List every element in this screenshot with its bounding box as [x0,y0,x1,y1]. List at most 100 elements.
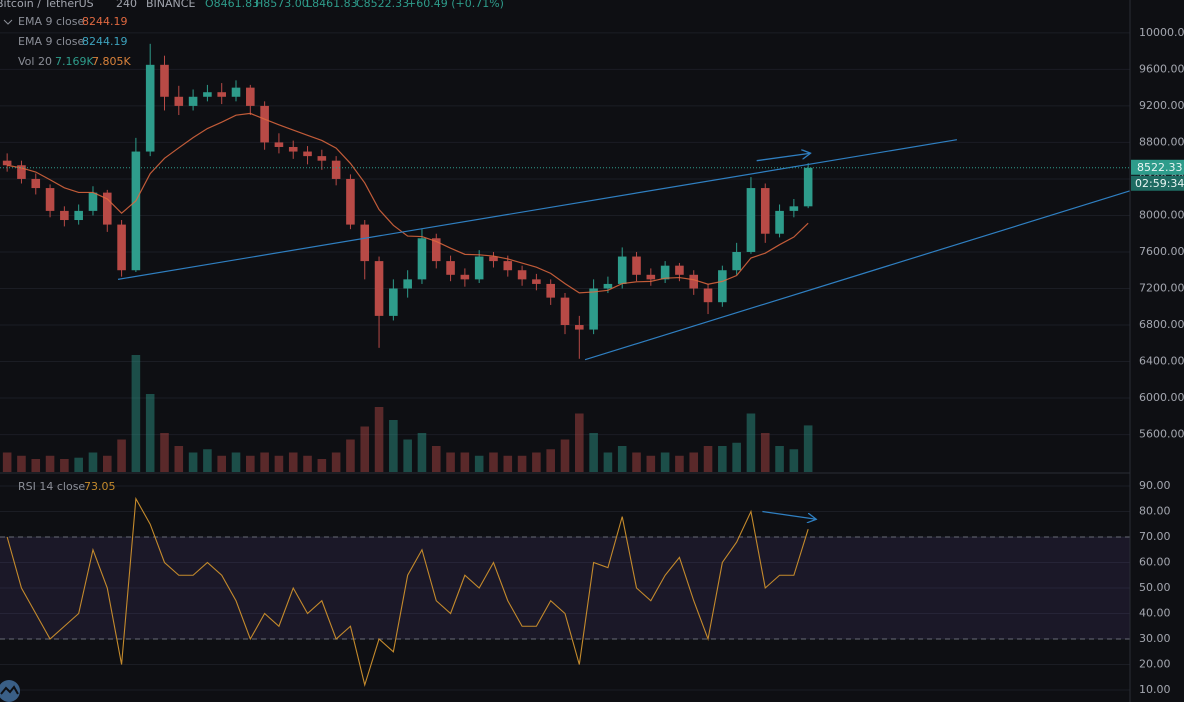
volume-bar [346,439,355,472]
y-tick-label: 10.00 [1139,683,1171,696]
volume-bar [17,455,26,472]
volume-bar [160,433,169,472]
rsi-band [0,536,1130,640]
candle-body [575,325,584,330]
volume-bar [260,452,269,472]
candle-body [632,256,641,275]
arrow [762,510,815,519]
volume-bar [503,455,513,472]
candle-body [246,87,255,106]
volume-bar [732,442,741,472]
candle-body [288,146,298,152]
candle-body [603,283,613,289]
logo[interactable] [0,680,20,702]
volume-bar [74,457,83,472]
candle-body [646,274,656,280]
volume-bar [145,394,155,472]
volume-bar [288,452,298,472]
candle-body [732,251,741,271]
last-price-box [1131,159,1184,175]
volume-bar [417,433,427,472]
plot [0,43,1131,687]
candle-body [718,270,727,303]
candle-body [460,274,470,280]
volume-bar [703,446,713,472]
ohlc-low: L8461.83 [306,0,358,10]
candle-body [74,210,83,221]
candle-body [45,188,55,211]
volume-bar [760,433,770,472]
legend-value: 73.05 [84,480,116,493]
y-tick-label: 50.00 [1139,581,1171,594]
volume-bar [174,446,184,472]
volume-bar [374,407,384,472]
collapse-icon[interactable] [3,19,13,25]
candle-body [517,270,527,280]
ohlc-change: +60.49 (+0.71%) [407,0,504,10]
candle-body [17,165,26,179]
volume-bar [718,446,727,472]
candle-body [360,224,370,262]
candle-body [131,151,141,271]
candle-body [417,238,427,280]
volume-bar [203,449,212,472]
countdown-box [1131,175,1184,191]
volume-bar [217,455,226,472]
volume-bar [117,439,126,472]
candle-body [775,210,784,234]
rsi-line [6,496,809,687]
trend-line [584,190,1131,361]
candle-body [2,160,12,166]
y-tick-label: 6000.00 [1139,391,1184,404]
volume-bar [546,449,555,472]
header: Bitcoin / TetherUS 240 BINANCE O8461.83 … [0,0,504,493]
candle-body [660,265,670,280]
volume-bar [102,455,112,472]
volume-bar [431,446,441,472]
legend-value: 7.805K [92,55,131,68]
candle-body [145,64,155,152]
y-tick-label: 7200.00 [1139,281,1184,294]
candle-body [546,283,555,298]
y-tick-label: 40.00 [1139,607,1171,620]
y-tick-label: 6800.00 [1139,318,1184,331]
candle-body [403,279,412,289]
candle-body [503,261,513,271]
candle-body [203,92,212,97]
candle-body [675,265,684,275]
candle-body [689,274,699,289]
price-axis: 5600.00 6000.00 6400.00 6800.00 7200.00 7600.… [1131,26,1184,696]
volume-bar [575,413,584,472]
y-tick-label: 8800.00 [1139,135,1184,148]
volume-bar [460,452,470,472]
candle-body [331,160,341,179]
legend-name: EMA 9 close [18,35,85,48]
candle-body [117,224,126,271]
y-tick-label: 7600.00 [1139,245,1184,258]
volume-bar [274,455,284,472]
volume-bar [303,455,312,472]
legend-value: 8244.19 [82,15,128,28]
ohlc-open: O8461.83 [205,0,259,10]
volume-bar [331,452,341,472]
y-tick-label: 8000.00 [1139,208,1184,221]
volume-bar [660,452,670,472]
volume-bar [675,455,684,472]
volume-bar [60,459,69,472]
volume-bar [188,452,198,472]
ohlc-close: C8522.33 [356,0,409,10]
candle-body [102,192,112,225]
volume-bar [803,425,813,472]
candle-body [617,256,627,284]
candle-body [746,188,756,252]
y-tick-label: 60.00 [1139,555,1171,568]
candle-body [589,288,598,330]
volume-bar [560,439,570,472]
volume-bar [231,452,241,472]
y-tick-label: 10000.00 [1139,26,1184,39]
candle-body [803,167,813,207]
arrow [756,153,810,162]
ohlc-high: H8573.00 [255,0,309,10]
